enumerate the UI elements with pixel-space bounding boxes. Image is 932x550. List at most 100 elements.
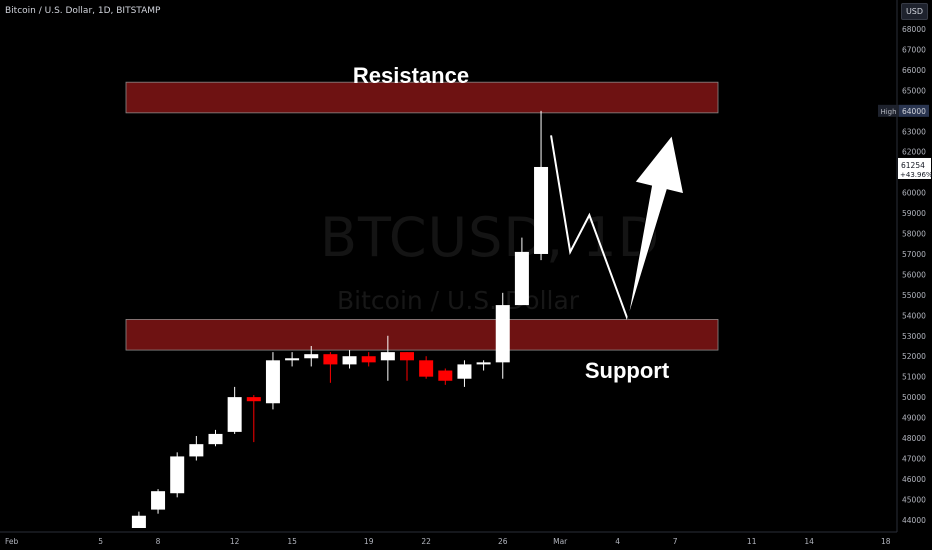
time-tick-label: 14 <box>804 537 814 546</box>
price-tick-label: 54000 <box>902 311 926 320</box>
candle-body <box>514 251 529 306</box>
candle-body <box>265 360 280 404</box>
resistance-zone[interactable] <box>125 81 719 114</box>
candle <box>265 352 280 410</box>
time-tick-label: 7 <box>673 537 678 546</box>
candle <box>419 356 434 379</box>
candle-body <box>534 166 549 254</box>
projection-path[interactable] <box>550 135 629 320</box>
candle-body <box>304 354 319 359</box>
candle <box>342 350 357 369</box>
high-tag-badge <box>878 104 899 117</box>
candle <box>285 352 300 367</box>
high-tag-label: High <box>880 108 896 116</box>
price-tick-label: 47000 <box>902 454 926 463</box>
price-tick-label: 58000 <box>902 230 926 239</box>
support-label: Support <box>585 358 670 383</box>
description-watermark: Bitcoin / U.S. Dollar <box>337 286 580 315</box>
candle <box>400 352 414 381</box>
time-tick-label: 11 <box>747 537 757 546</box>
price-tick-label: 51000 <box>902 373 926 382</box>
candle <box>476 360 491 371</box>
high-tag-value-box <box>899 104 929 117</box>
candle <box>208 429 223 447</box>
time-tick-label: 12 <box>230 537 240 546</box>
candle-body <box>285 358 300 361</box>
last-price-tag <box>898 157 931 179</box>
price-tick-label: 46000 <box>902 475 926 484</box>
high-tag-value: 64000 <box>902 107 926 116</box>
price-tick-label: 48000 <box>902 434 926 443</box>
candle-body <box>419 360 434 377</box>
candle <box>438 368 453 385</box>
candle-body <box>495 305 510 363</box>
candle <box>131 511 146 528</box>
candle <box>323 352 338 383</box>
candle-body <box>342 356 357 365</box>
candle <box>361 352 376 367</box>
price-tick-label: 60000 <box>902 189 926 198</box>
symbol-title: Bitcoin / U.S. Dollar, 1D, BITSTAMP <box>5 6 161 16</box>
price-tick-label: 45000 <box>902 495 926 504</box>
candle-body <box>246 397 261 402</box>
candle <box>457 360 472 387</box>
time-tick-label: Mar <box>553 537 568 546</box>
candle <box>380 335 395 381</box>
last-price-change: +43.96% <box>900 171 932 179</box>
candle-body <box>151 491 166 510</box>
symbol-watermark: BTCUSD, 1D <box>320 206 661 269</box>
candle <box>189 435 204 461</box>
price-tick-label: 59000 <box>902 209 926 218</box>
candle <box>534 110 549 261</box>
time-tick-label: 19 <box>364 537 374 546</box>
price-tick-label: 55000 <box>902 291 926 300</box>
last-price-value: 61254 <box>901 161 925 170</box>
candle-body <box>380 352 395 361</box>
candle <box>151 489 166 514</box>
price-tick-label: 67000 <box>902 45 926 54</box>
candle <box>304 345 319 367</box>
time-tick-label: 5 <box>98 537 103 546</box>
price-tick-label: 53000 <box>902 332 926 341</box>
candle-body <box>457 364 472 379</box>
price-tick-label: 52000 <box>902 352 926 361</box>
currency-button[interactable]: USD <box>901 3 928 20</box>
time-tick-label: 22 <box>421 537 431 546</box>
price-tick-label: 63000 <box>902 127 926 136</box>
candle <box>170 452 185 498</box>
time-tick-label: 8 <box>156 537 161 546</box>
candle-body <box>323 354 338 365</box>
support-zone[interactable] <box>125 319 719 351</box>
price-tick-label: 66000 <box>902 66 926 75</box>
resistance-label: Resistance <box>353 63 469 88</box>
price-tick-label: 50000 <box>902 393 926 402</box>
time-tick-label: Feb <box>5 537 19 546</box>
price-tick-label: 56000 <box>902 270 926 279</box>
price-tick-label: 57000 <box>902 250 926 259</box>
candle-body <box>208 433 223 445</box>
price-tick-label: 65000 <box>902 86 926 95</box>
candle <box>514 237 529 306</box>
time-tick-label: 4 <box>615 537 620 546</box>
candle-body <box>170 456 185 494</box>
candle <box>246 395 261 443</box>
price-tick-label: 68000 <box>902 25 926 34</box>
projection-arrow[interactable] <box>627 134 685 320</box>
candle-body <box>400 352 414 361</box>
candle-body <box>476 362 491 365</box>
candle-body <box>131 515 146 528</box>
price-tick-label: 49000 <box>902 414 926 423</box>
candle-body <box>189 444 204 457</box>
time-tick-label: 26 <box>498 537 508 546</box>
price-tick-label: 44000 <box>902 516 926 525</box>
candle <box>495 292 510 379</box>
candle <box>227 386 242 434</box>
candle-body <box>438 370 453 381</box>
time-tick-label: 18 <box>881 537 891 546</box>
candle-body <box>361 356 376 363</box>
candle-body <box>227 397 242 432</box>
time-tick-label: 15 <box>287 537 297 546</box>
price-tick-label: 62000 <box>902 148 926 157</box>
